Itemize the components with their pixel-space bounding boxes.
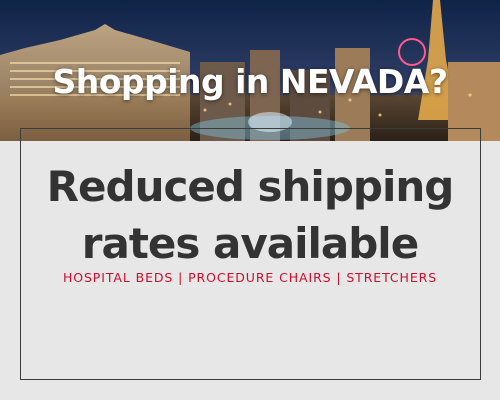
las-vegas-skyline-image — [0, 0, 500, 141]
hero-banner: Shopping in NEVADA? — [0, 0, 500, 141]
headline-line-2: rates available — [81, 219, 419, 268]
headline: Reduced shipping rates available — [0, 158, 500, 272]
product-categories: HOSPITAL BEDS | PROCEDURE CHAIRS | STRET… — [62, 270, 438, 285]
content-frame — [20, 128, 481, 380]
hero-title: Shopping in NEVADA? — [52, 62, 448, 101]
headline-line-1: Reduced shipping — [46, 162, 455, 211]
